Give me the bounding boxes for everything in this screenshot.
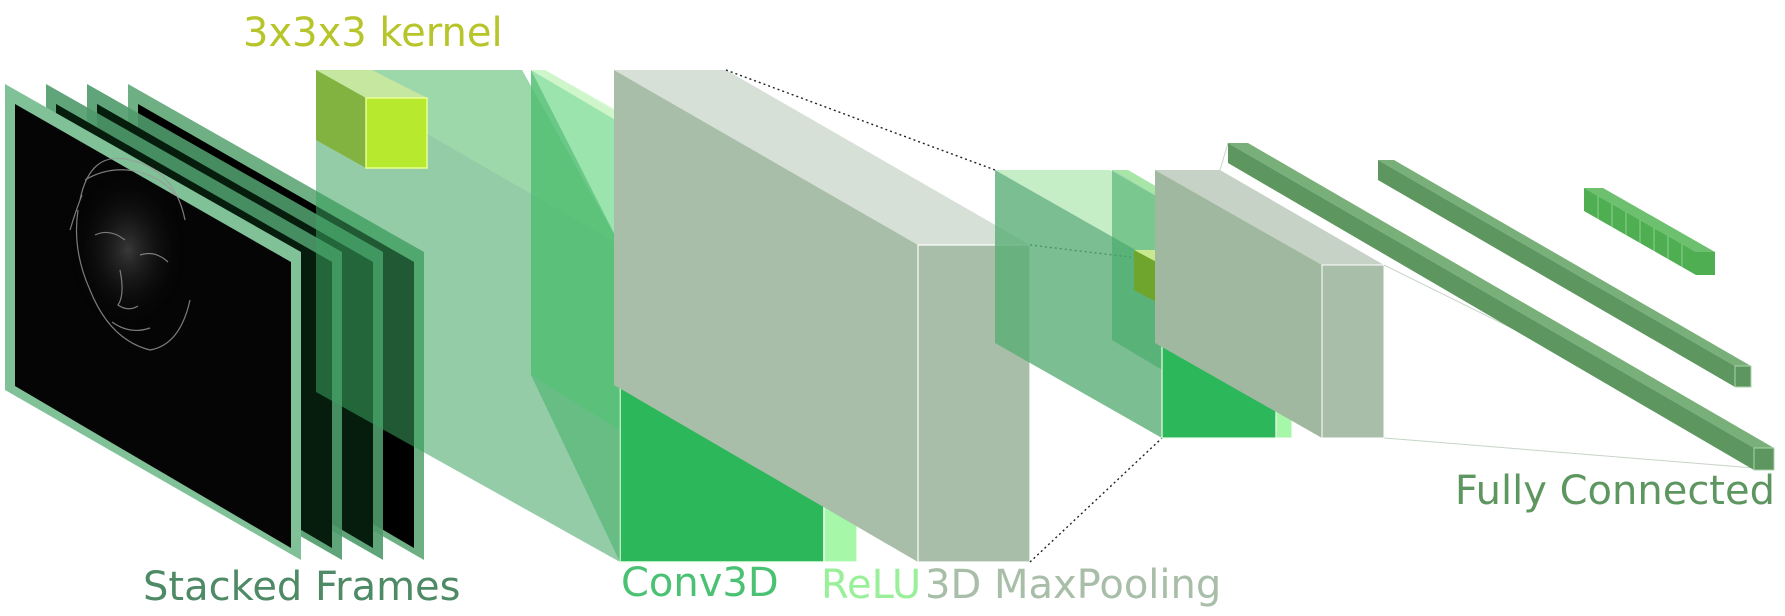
stacked-frames <box>5 84 424 560</box>
frame-1 <box>5 84 301 560</box>
fc-layer-3 <box>1584 188 1715 275</box>
stacked-frames-label: Stacked Frames <box>143 564 461 610</box>
relu-label: ReLU <box>821 562 921 608</box>
pooling-projection-lines <box>725 69 1197 563</box>
conv3d-label: Conv3D <box>621 560 779 606</box>
face-sketch <box>69 157 191 351</box>
fully-connected-label: Fully Connected <box>1455 468 1775 514</box>
fc-layer-1 <box>1228 143 1775 471</box>
fully-connected-layers <box>1228 143 1775 471</box>
kernel-cube <box>316 70 428 169</box>
kernel-label: 3x3x3 kernel <box>243 10 503 56</box>
fc-layer-2 <box>1378 160 1752 388</box>
maxpool-label: 3D MaxPooling <box>925 562 1221 608</box>
maxpool-block-2 <box>1155 170 1385 439</box>
